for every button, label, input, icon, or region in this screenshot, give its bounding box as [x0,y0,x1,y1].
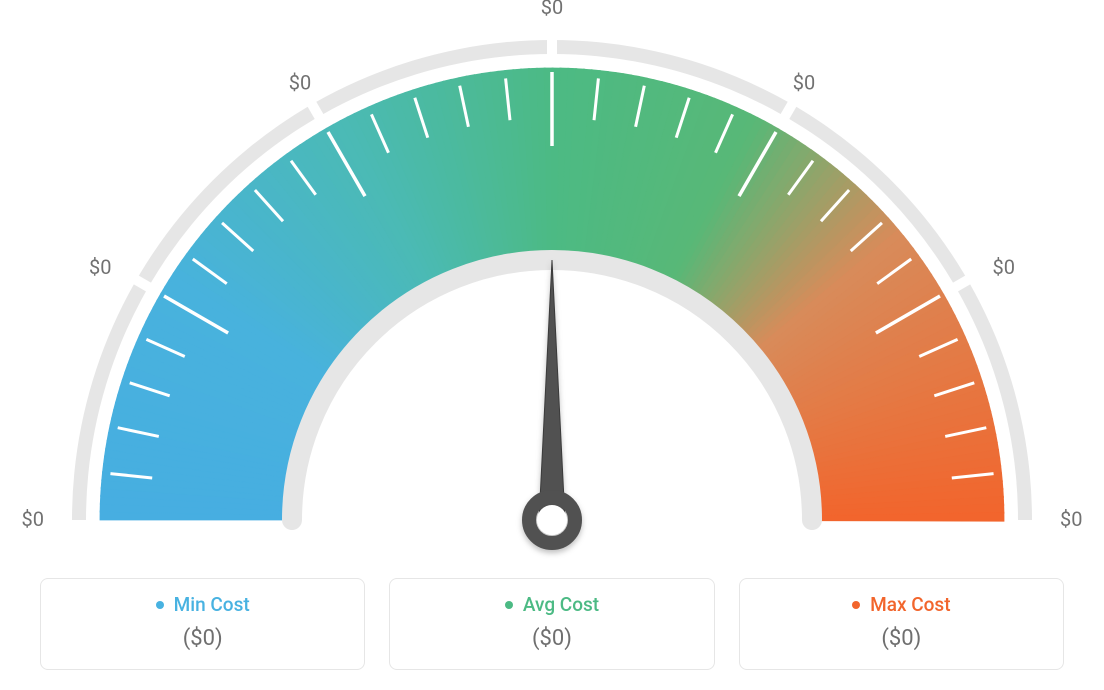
gauge-tick-label: $0 [289,71,311,95]
legend-dot-avg [505,601,513,609]
gauge-tick-label: $0 [541,0,563,19]
legend-card-avg: Avg Cost ($0) [389,578,714,670]
legend-value-min: ($0) [51,626,354,651]
gauge-chart-container: $0 $0 $0 $0 $0 $0 $0 Min Cost ($0) Avg Cost ($… [0,0,1104,690]
legend-title-min: Min Cost [156,593,250,616]
legend-title-max: Max Cost [852,593,950,616]
gauge-needle [529,260,575,543]
gauge-svg: $0 $0 $0 $0 $0 $0 $0 [0,0,1104,560]
gauge-tick-label: $0 [793,71,815,95]
gauge-area: $0 $0 $0 $0 $0 $0 $0 [0,0,1104,560]
legend-card-max: Max Cost ($0) [739,578,1064,670]
gauge-tick-label: $0 [22,507,44,531]
gauge-tick-label: $0 [89,255,111,279]
legend-row: Min Cost ($0) Avg Cost ($0) Max Cost ($0… [40,578,1064,670]
legend-card-min: Min Cost ($0) [40,578,365,670]
legend-title-min-text: Min Cost [174,593,250,616]
legend-dot-max [852,601,860,609]
legend-value-avg: ($0) [400,626,703,651]
legend-title-avg-text: Avg Cost [523,593,599,616]
legend-dot-min [156,601,164,609]
gauge-tick-label: $0 [1060,507,1082,531]
legend-title-avg: Avg Cost [505,593,599,616]
gauge-tick-label: $0 [992,255,1014,279]
legend-title-max-text: Max Cost [870,593,950,616]
legend-value-max: ($0) [750,626,1053,651]
